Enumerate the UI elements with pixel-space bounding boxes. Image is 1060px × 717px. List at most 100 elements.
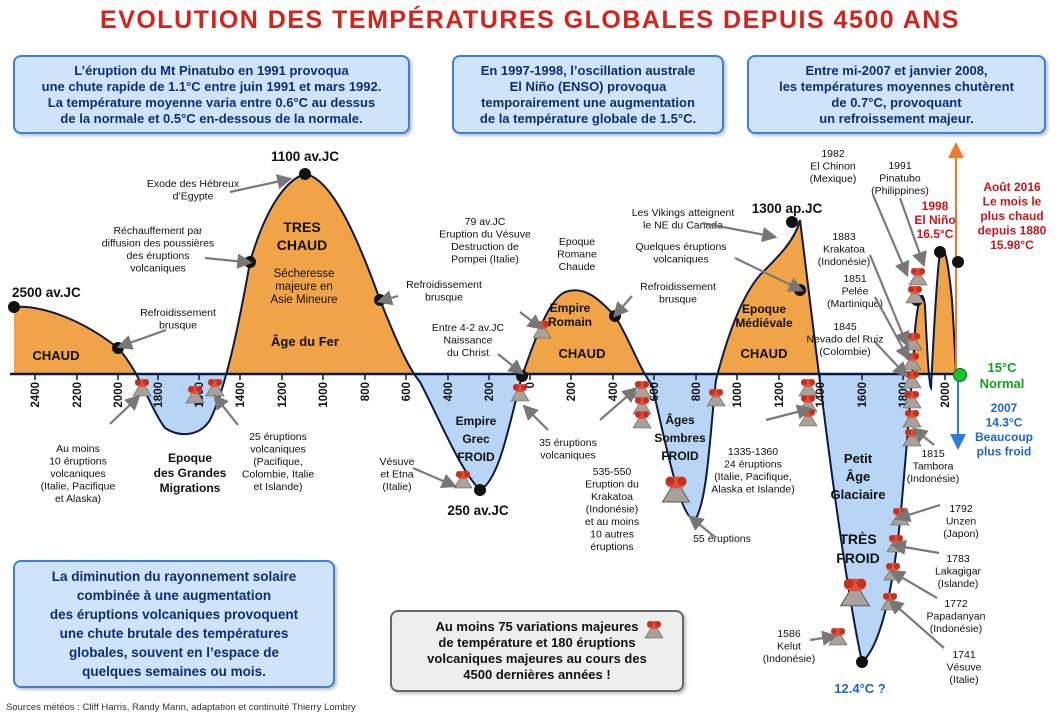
volcano-plume	[143, 379, 149, 385]
annotation-label: Epoque Romane Chaude	[557, 236, 597, 273]
annotation-label-line: Beaucoup	[975, 430, 1033, 444]
volcano-plume	[905, 371, 911, 377]
annotation-label: 15°C Normal	[980, 360, 1025, 391]
annotation-label-line: du Christ	[447, 347, 489, 359]
box-text: La diminution du rayonnement solaire comb…	[50, 567, 298, 681]
volcano-plume	[801, 379, 807, 385]
annotation-label-line: Pelée	[842, 286, 869, 298]
period-label-line: TRES	[283, 219, 320, 235]
volcano-plume	[717, 389, 723, 395]
annotation-label: 1335-1360 24 éruptions (Italie, Pacifique,…	[711, 446, 794, 496]
period-label: Sécheresse majeure en Asie Mineure	[270, 268, 337, 306]
period-label-line: Âge du Fer	[271, 334, 339, 349]
volcano-plume	[893, 508, 899, 514]
data-point	[8, 301, 20, 313]
annotation-label-line: 1998	[922, 199, 949, 213]
x-tick-label: 1400	[815, 382, 827, 408]
annotation-label-line: (Italie)	[382, 481, 411, 493]
volcano-icon	[661, 476, 691, 503]
annotation-label: Réchauffement par diffusion des poussière…	[102, 225, 214, 275]
annotation-label-line: (Islande)	[938, 578, 979, 590]
x-tick-label: 2000	[113, 382, 125, 408]
annotation-label-line: 1783	[946, 553, 970, 565]
volcano-plume	[905, 391, 911, 397]
annotation-label-line: Eruption du Vésuve	[439, 229, 531, 241]
volcano-plume	[913, 353, 919, 359]
period-label-line: Médiévale	[735, 316, 793, 330]
annotation-label-line: (Japon)	[943, 528, 979, 540]
annotation-label-line: 1991	[888, 160, 912, 172]
pointer-arrow	[497, 353, 525, 375]
volcano-plume	[914, 333, 920, 339]
box-line: les températures moyennes chutèrent	[779, 78, 1014, 94]
annotation-label-line: 35 éruptions	[539, 437, 597, 449]
pointer-arrow	[688, 515, 717, 539]
annotation-label: Exode des Hébreux d’Egypte	[147, 178, 240, 203]
volcano-plume	[543, 321, 549, 327]
volcano-plume	[883, 593, 889, 599]
pinatubo-info-box: L’éruption du Mt Pinatubo en 1991 provoq…	[13, 55, 410, 134]
pointer-arrow	[109, 394, 141, 425]
period-label-line: Sombres	[654, 431, 706, 445]
annotation-label-line: et Islande)	[253, 481, 302, 493]
annotation-label-line: Refroidissement	[640, 281, 716, 293]
annotation-label: 1783 Lakagigar (Islande)	[935, 553, 982, 590]
annotation-label-line: (Martinique)	[827, 298, 883, 310]
annotation-label-line: El Chinon	[810, 161, 856, 173]
x-tick-label: 1800	[153, 382, 165, 408]
pointer-arrow	[874, 296, 910, 361]
volcano-plume	[908, 286, 914, 292]
box-line: volcaniques majeures au cours des	[427, 651, 647, 666]
volcano-plume	[216, 379, 222, 385]
pointer-arrow	[204, 253, 253, 269]
volcano-icon	[828, 628, 848, 646]
pointer-arrow	[522, 404, 549, 431]
x-tick-label: 600	[401, 382, 413, 401]
annotation-label-line: 2007	[991, 401, 1018, 415]
annotation-label: 250 av.JC	[447, 503, 509, 518]
annotation-label-line: Août 2016	[983, 180, 1041, 194]
annotation-label-line: 1845	[833, 321, 857, 333]
box-line: La température moyenne varia entre 0.6°C…	[47, 94, 376, 110]
x-tick-label: 800	[691, 382, 703, 401]
data-point	[856, 656, 868, 668]
period-label-line: FROID	[457, 450, 495, 464]
box-line: globales, souvent en l’espace de	[68, 645, 280, 660]
annotation-label-line: Romane	[557, 249, 597, 261]
volcano-plume	[897, 535, 903, 541]
x-tick-label: 2200	[72, 382, 84, 408]
volcano-plume	[208, 379, 214, 385]
pointer-arrow	[701, 221, 778, 243]
annotation-label-line: 14.3°C	[986, 416, 1023, 430]
pointer-arrow	[612, 295, 633, 318]
annotation-label-line: 1741	[952, 649, 976, 661]
box-line: El Niño (ENSO) provoqua	[509, 78, 667, 94]
volcano-cone	[644, 627, 664, 639]
annotation-label: Entre 4-2 av.JC Naissance du Christ	[432, 322, 505, 359]
volcano-plume	[709, 389, 715, 395]
annotation-label-line: 250 av.JC	[447, 503, 509, 518]
volcano-plume	[677, 476, 687, 486]
volcano-plume	[456, 471, 462, 477]
period-label-line: Epoque	[742, 302, 786, 316]
annotation-label-line: 1883	[832, 231, 856, 243]
data-point	[794, 284, 806, 296]
annotation-label-line: Krakatoa	[823, 244, 865, 256]
pointer-arrow	[412, 466, 458, 489]
pointer-arrow	[889, 570, 938, 599]
annotation-label-line: éruptions	[590, 541, 633, 553]
period-label: Âges Sombres FROID	[654, 412, 706, 463]
annotation-label: Refroidissement brusque	[140, 307, 216, 332]
period-label-line: Empire	[550, 301, 591, 315]
pointer-arrow	[868, 254, 910, 348]
period-label-line: CHAUD	[277, 237, 328, 253]
cooling-2007-info-box: Entre mi-2007 et janvier 2008, les tempér…	[747, 55, 1046, 134]
annotation-label-line: 1100 av.JC	[271, 149, 339, 164]
annotation-label: 35 éruptions volcaniques	[539, 437, 597, 462]
annotation-label: 79 av.JC Eruption du Vésuve Destruction de…	[439, 216, 531, 266]
volcano-plume	[911, 268, 917, 274]
box-line: combinée à une augmentation	[76, 588, 272, 603]
volcano-plume	[196, 386, 202, 392]
period-label-line: Grec	[462, 432, 490, 446]
annotation-label: 1772 Papadanyan (Indonésie)	[927, 598, 986, 635]
